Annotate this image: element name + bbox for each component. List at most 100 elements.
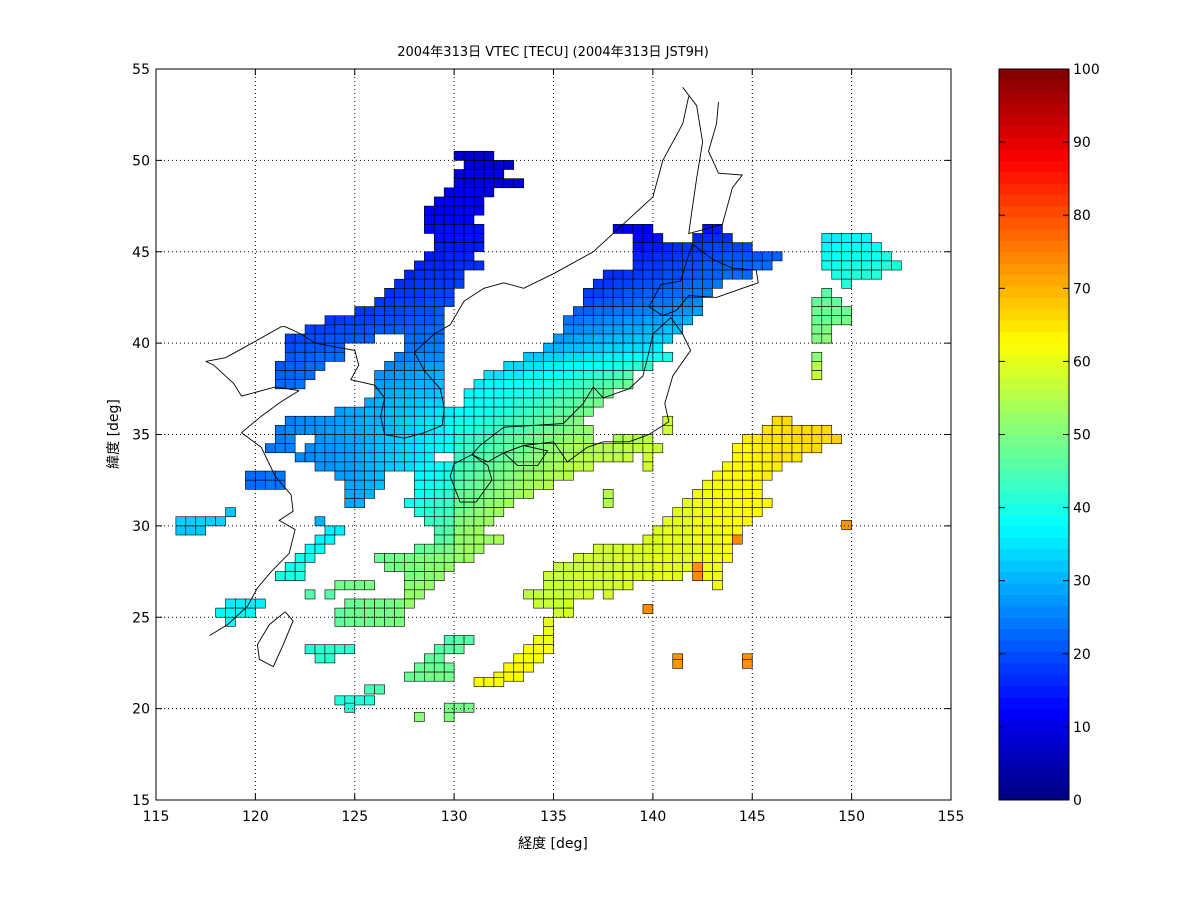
tec-cell — [662, 287, 674, 298]
tec-cell — [493, 169, 505, 179]
colorbar-segment — [999, 400, 1069, 413]
tec-cell — [473, 425, 485, 435]
tec-cell — [364, 607, 375, 618]
tec-cell — [682, 297, 693, 307]
tec-cell — [414, 406, 425, 417]
tec-cell — [304, 425, 316, 435]
tec-cell — [523, 644, 534, 655]
tec-cell — [543, 397, 554, 408]
tec-cell — [414, 260, 425, 271]
colorbar-segment — [999, 251, 1069, 264]
tec-cell — [284, 571, 296, 581]
tec-cell — [821, 425, 833, 435]
tec-cell — [682, 552, 693, 563]
x-tick-label: 130 — [441, 809, 468, 825]
tec-cell — [632, 434, 644, 444]
tec-cell — [503, 406, 515, 417]
tec-cell — [712, 580, 723, 591]
tec-cell — [533, 434, 544, 444]
tec-cell — [692, 571, 703, 581]
tec-cell — [672, 242, 683, 253]
tec-cell — [334, 406, 346, 417]
tec-cell — [563, 443, 574, 454]
tec-cell — [463, 498, 475, 508]
tec-cell — [513, 388, 524, 399]
tec-cell — [831, 260, 842, 271]
tec-cell — [394, 443, 405, 454]
tec-cell — [404, 415, 415, 426]
tec-cell — [563, 470, 574, 481]
tec-cell — [712, 260, 723, 271]
tec-cell — [404, 287, 415, 298]
tec-cell — [563, 324, 574, 335]
tec-cell — [841, 269, 852, 280]
tec-cell — [364, 315, 375, 326]
colorbar-segment — [999, 777, 1069, 790]
tec-cell — [712, 507, 723, 518]
tec-cell — [563, 370, 574, 380]
colorbar-segment — [999, 80, 1069, 93]
tec-cell — [463, 443, 475, 454]
tec-cell — [404, 562, 415, 572]
colorbar-segment — [999, 217, 1069, 230]
tec-cell — [712, 534, 723, 545]
tec-cell — [742, 470, 753, 481]
colorbar-segment — [999, 491, 1069, 504]
tec-cell — [702, 224, 713, 234]
tec-cell — [384, 287, 395, 298]
tec-cell — [662, 333, 674, 344]
tec-cell — [443, 287, 455, 298]
tec-cell — [682, 278, 693, 289]
tec-cell — [433, 443, 445, 454]
tec-cell — [424, 397, 435, 408]
tec-cell — [463, 178, 475, 189]
tec-cell — [374, 470, 385, 481]
tec-cell — [414, 589, 425, 600]
colorbar-tick-label: 0 — [1073, 793, 1082, 809]
tec-cell — [712, 498, 723, 508]
tec-cell — [682, 269, 693, 280]
tec-cell — [443, 534, 455, 545]
tec-cell — [414, 562, 425, 572]
tec-cell — [513, 406, 524, 417]
tec-cell — [742, 658, 753, 669]
tec-cell — [861, 233, 872, 243]
tec-cell — [424, 224, 435, 234]
tec-cell — [543, 626, 554, 636]
tec-cell — [414, 489, 425, 499]
tec-cell — [851, 242, 862, 253]
tec-cell — [722, 251, 733, 262]
tec-cell — [821, 242, 833, 253]
tec-cell — [632, 351, 644, 362]
tec-cell — [433, 260, 445, 271]
tec-cell — [433, 342, 445, 353]
colorbar-segment — [999, 194, 1069, 207]
tec-cell — [443, 470, 455, 481]
tec-cell — [732, 498, 743, 508]
tec-cell — [851, 233, 862, 243]
tec-cell — [265, 479, 276, 490]
tec-cell — [602, 443, 614, 454]
tec-cell — [543, 379, 554, 390]
tec-cell — [692, 498, 703, 508]
tec-cell — [592, 543, 604, 554]
tec-cell — [732, 516, 743, 527]
tec-cell — [831, 269, 842, 280]
tec-cell — [811, 306, 823, 317]
tec-cell — [364, 695, 375, 706]
tec-cell — [463, 196, 475, 207]
tec-cell — [811, 425, 823, 435]
tec-cell — [573, 415, 584, 426]
tec-cell — [274, 443, 286, 454]
tec-cell — [443, 196, 455, 207]
tec-cell — [374, 461, 385, 472]
tec-cell — [384, 425, 395, 435]
tec-cell — [443, 406, 455, 417]
tec-cell — [314, 415, 326, 426]
tec-cell — [632, 324, 644, 335]
tec-cell — [344, 644, 356, 655]
tec-cell — [592, 351, 604, 362]
tec-cell — [443, 662, 455, 673]
tec-cell — [692, 306, 703, 317]
tec-cell — [195, 516, 206, 527]
